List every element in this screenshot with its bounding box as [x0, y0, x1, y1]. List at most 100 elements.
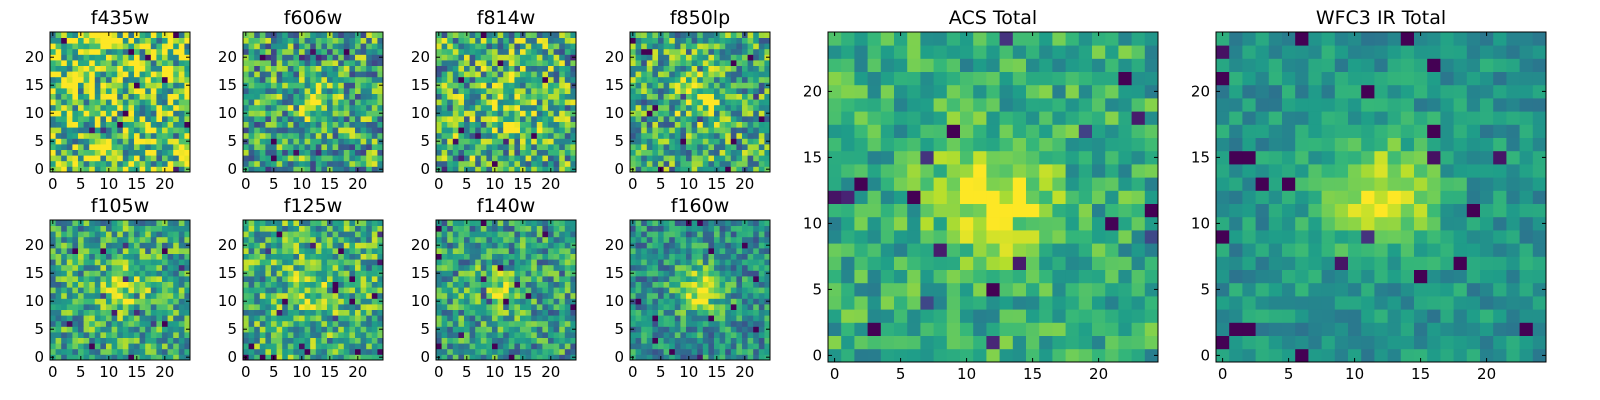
- heatmap-cell: [371, 253, 378, 260]
- heatmap-cell: [663, 99, 670, 106]
- heatmap-cell: [248, 320, 255, 327]
- heatmap-cell: [327, 37, 333, 44]
- heatmap-cell: [742, 287, 748, 294]
- heatmap-cell: [725, 354, 732, 361]
- heatmap-cell: [100, 259, 107, 266]
- heatmap-cell: [259, 231, 266, 238]
- heatmap-cell: [742, 326, 748, 333]
- heatmap-cell: [641, 320, 648, 327]
- heatmap-cell: [282, 104, 289, 111]
- heatmap-cell: [730, 326, 737, 333]
- heatmap-cell: [89, 298, 96, 305]
- heatmap-cell: [531, 144, 538, 150]
- heatmap-cell: [287, 76, 294, 83]
- heatmap-cell: [503, 99, 510, 106]
- heatmap-cell: [100, 32, 107, 38]
- heatmap-cell: [265, 104, 272, 111]
- heatmap-cell: [360, 320, 367, 327]
- heatmap-cell: [327, 343, 333, 350]
- heatmap-cell: [447, 82, 454, 89]
- heatmap-cell: [145, 309, 152, 316]
- x-tick-label: 10: [485, 175, 504, 193]
- heatmap-cell: [178, 88, 185, 94]
- heatmap-cell: [531, 82, 538, 89]
- heatmap-cell: [747, 110, 754, 117]
- heatmap-cell: [145, 326, 152, 333]
- heatmap-cell: [287, 309, 294, 316]
- heatmap-cell: [355, 264, 361, 271]
- heatmap-cell: [758, 320, 765, 327]
- heatmap-cell: [360, 32, 367, 38]
- heatmap-cell: [553, 76, 560, 83]
- heatmap-cell: [293, 48, 300, 55]
- heatmap-cell: [469, 326, 476, 333]
- heatmap-cell: [61, 259, 68, 266]
- heatmap-cell: [658, 48, 664, 55]
- heatmap-cell: [55, 155, 62, 162]
- heatmap-cell: [447, 242, 454, 249]
- heatmap-cell: [299, 292, 305, 299]
- heatmap-cell: [458, 270, 465, 277]
- heatmap-cell: [360, 149, 367, 156]
- heatmap-cell: [747, 326, 754, 333]
- heatmap-cell: [134, 248, 140, 254]
- heatmap-cell: [150, 116, 157, 122]
- heatmap-cell: [441, 236, 448, 243]
- heatmap-cell: [758, 276, 765, 282]
- heatmap-cell: [747, 116, 754, 122]
- heatmap-cell: [691, 104, 698, 111]
- heatmap-cell: [184, 160, 191, 167]
- heatmap-cell: [338, 32, 345, 38]
- heatmap-cell: [156, 354, 163, 361]
- heatmap-cell: [315, 236, 322, 243]
- heatmap-cell: [178, 253, 185, 260]
- heatmap-cell: [83, 236, 90, 243]
- heatmap-cell: [366, 337, 373, 344]
- heatmap-cell: [349, 320, 356, 327]
- heatmap-cell: [276, 155, 283, 162]
- heatmap-cell: [55, 253, 62, 260]
- heatmap-cell: [178, 54, 185, 61]
- heatmap-cell: [564, 54, 571, 61]
- heatmap-cell: [702, 32, 709, 38]
- heatmap-cell: [327, 292, 333, 299]
- heatmap-cell: [520, 326, 526, 333]
- heatmap-cell: [708, 37, 715, 44]
- heatmap-cell: [542, 270, 549, 277]
- heatmap-cell: [742, 127, 748, 134]
- heatmap-cell: [265, 304, 272, 310]
- heatmap-cell: [355, 304, 361, 310]
- heatmap-cell: [531, 127, 538, 134]
- heatmap-cell: [156, 32, 163, 38]
- heatmap-cell: [686, 332, 692, 338]
- heatmap-cell: [377, 276, 384, 282]
- heatmap-cell: [475, 242, 482, 249]
- heatmap-cell: [145, 225, 152, 232]
- heatmap-cell: [248, 54, 255, 61]
- heatmap-cell: [178, 93, 185, 100]
- heatmap-cell: [764, 304, 771, 310]
- heatmap-cell: [680, 304, 687, 310]
- heatmap-cell: [702, 138, 709, 145]
- heatmap-cell: [641, 270, 648, 277]
- heatmap-cell: [714, 287, 720, 294]
- heatmap-cell: [145, 121, 152, 128]
- heatmap-cell: [564, 121, 571, 128]
- heatmap-cell: [150, 99, 157, 106]
- heatmap-cell: [366, 110, 373, 117]
- heatmap-cell: [293, 110, 300, 117]
- heatmap-cell: [50, 276, 56, 282]
- heatmap-cell: [173, 43, 180, 50]
- heatmap-cell: [702, 326, 709, 333]
- heatmap-cell: [514, 155, 521, 162]
- heatmap-cell: [243, 236, 249, 243]
- heatmap-cell: [72, 144, 79, 150]
- heatmap-cell: [243, 343, 249, 350]
- heatmap-cell: [641, 43, 648, 50]
- heatmap-cell: [243, 281, 249, 288]
- heatmap-cell: [254, 60, 261, 66]
- heatmap-cell: [525, 43, 532, 50]
- heatmap-cell: [150, 309, 157, 316]
- heatmap-cell: [553, 43, 560, 50]
- heatmap-cell: [514, 270, 521, 277]
